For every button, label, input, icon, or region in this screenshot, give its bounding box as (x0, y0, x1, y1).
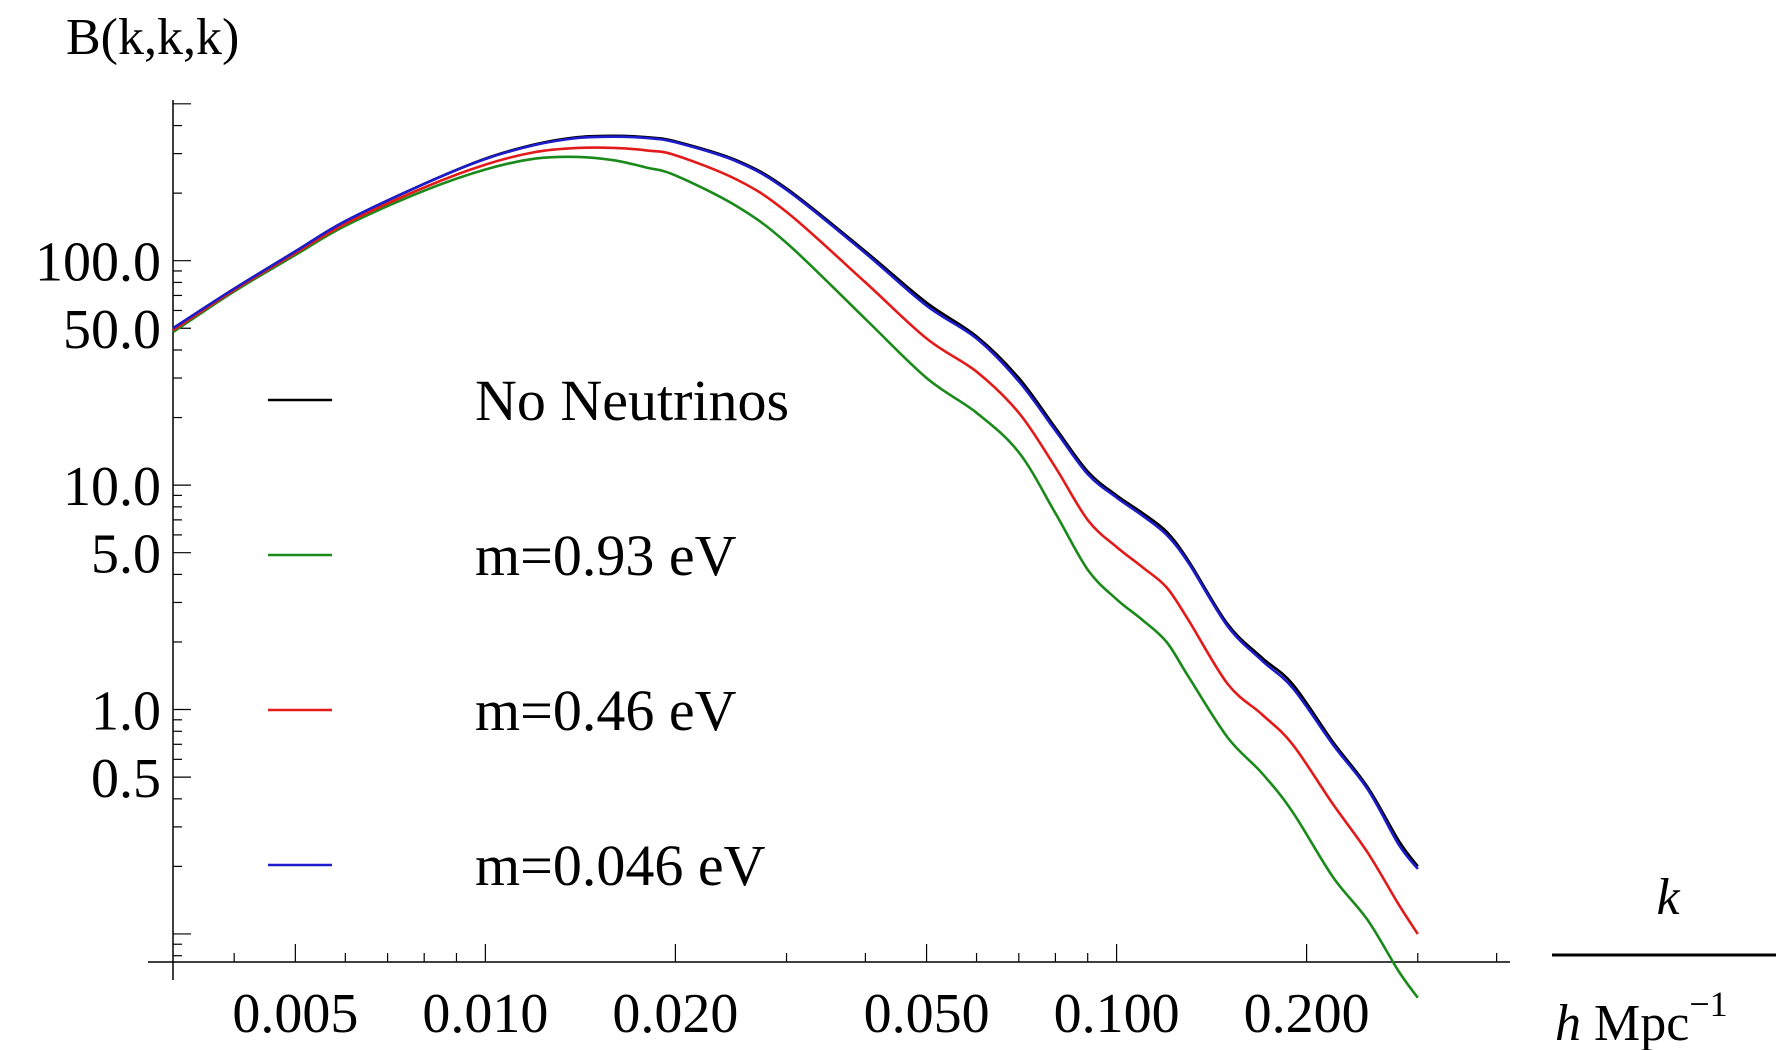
legend-label: m=0.93 eV (475, 523, 737, 588)
plot-series (172, 134, 1419, 999)
y-axis: 100.050.0 10.05.0 1.00.5 (35, 100, 191, 980)
y-tick-label: 100.0 (35, 232, 161, 294)
x-tick-label: 0.005 (232, 983, 358, 1045)
y-axis-title: B(k,k,k) (66, 9, 239, 66)
legend-label: m=0.046 eV (475, 833, 766, 898)
x-tick-label: 0.020 (612, 983, 738, 1045)
y-tick-label: 50.0 (63, 299, 161, 361)
series-line (172, 135, 1419, 870)
legend: No Neutrinos m=0.93 eV m=0.46 eV m=0.046 eV (268, 368, 789, 898)
x-axis-title: k h Mpc−1 (1552, 869, 1776, 1050)
legend-label: m=0.46 eV (475, 678, 737, 743)
x-axis-title-denominator: h Mpc−1 (1555, 984, 1728, 1050)
y-tick-label: 1.0 (91, 681, 161, 743)
x-axis: 0.005 0.010 0.020 0.050 0.100 0.200 (148, 944, 1510, 1045)
legend-label: No Neutrinos (475, 368, 789, 433)
y-tick-label: 0.5 (91, 748, 161, 810)
series-line (172, 134, 1419, 868)
y-tick-label: 5.0 (91, 524, 161, 586)
x-tick-label: 0.010 (422, 983, 548, 1045)
series-line (172, 146, 1419, 935)
x-tick-label: 0.100 (1054, 983, 1180, 1045)
y-tick-label: 10.0 (63, 456, 161, 518)
x-axis-title-numerator: k (1656, 869, 1680, 926)
x-tick-label: 0.200 (1244, 983, 1370, 1045)
series-line (172, 155, 1419, 999)
x-tick-label: 0.050 (864, 983, 990, 1045)
